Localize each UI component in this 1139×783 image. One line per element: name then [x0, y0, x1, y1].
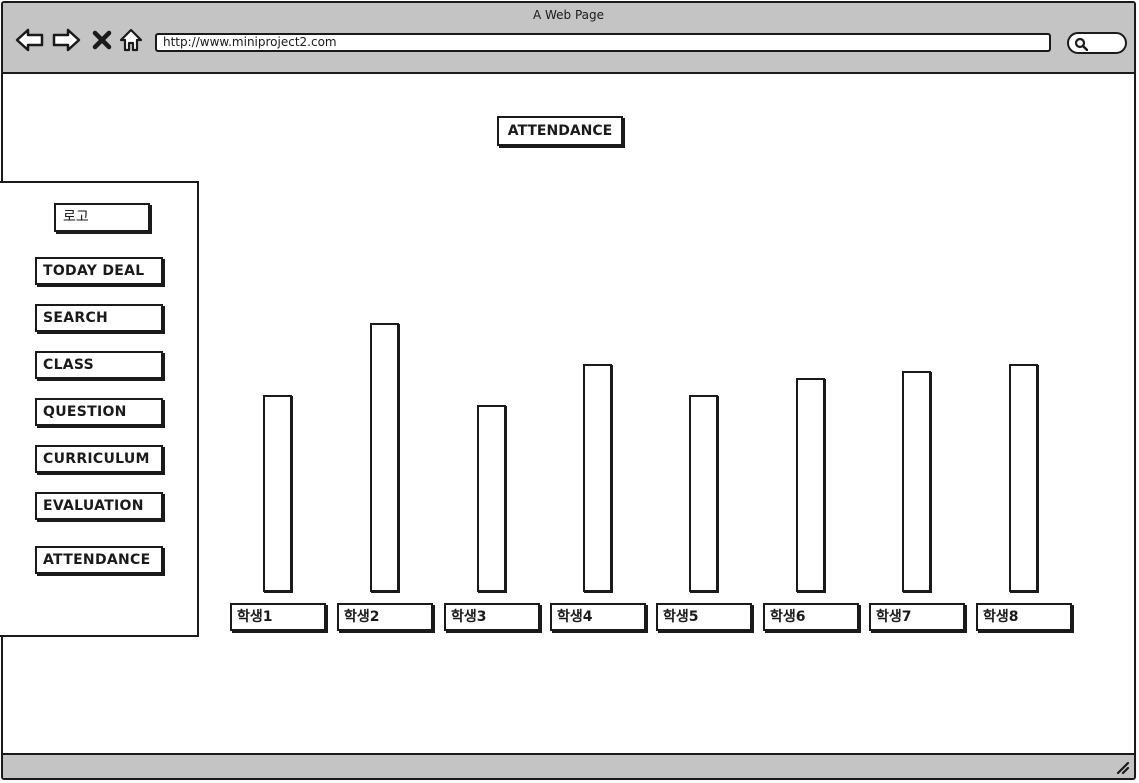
bar-3 [477, 405, 506, 592]
bar-1 [263, 395, 292, 592]
bar-label-1: 학생1 [230, 603, 326, 631]
sidebar-item-curriculum[interactable]: CURRICULUM [35, 445, 163, 473]
back-arrow-icon[interactable] [15, 25, 45, 55]
bar-8 [1009, 364, 1038, 592]
bar-label-2: 학생2 [337, 603, 433, 631]
bar-label-8: 학생8 [976, 603, 1072, 631]
bar-2 [370, 323, 399, 592]
bar-7 [902, 371, 931, 592]
logo: 로고 [54, 203, 150, 232]
window-title: A Web Page [532, 8, 605, 22]
page-title: ATTENDANCE [497, 116, 623, 146]
close-icon[interactable] [87, 25, 117, 55]
sidebar-item-question[interactable]: QUESTION [35, 398, 163, 426]
bar-label-3: 학생3 [444, 603, 540, 631]
home-icon[interactable] [116, 25, 146, 55]
sidebar-item-evaluation[interactable]: EVALUATION [35, 492, 163, 520]
bar-label-5: 학생5 [656, 603, 752, 631]
bar-4 [583, 364, 612, 592]
bar-label-6: 학생6 [763, 603, 859, 631]
forward-arrow-icon[interactable] [51, 25, 81, 55]
browser-statusbar [3, 753, 1134, 778]
bar-label-4: 학생4 [550, 603, 646, 631]
sidebar-item-today-deal[interactable]: TODAY DEAL [35, 257, 163, 285]
bar-6 [796, 378, 825, 592]
resize-handle-icon[interactable] [1114, 759, 1130, 775]
browser-titlebar: A Web Page http://www.miniproject2.com [3, 3, 1134, 74]
sidebar-item-class[interactable]: CLASS [35, 351, 163, 379]
address-bar-input[interactable]: http://www.miniproject2.com [155, 33, 1051, 52]
sidebar-item-attendance[interactable]: ATTENDANCE [35, 546, 163, 574]
search-icon [1074, 37, 1088, 51]
browser-search-input[interactable] [1067, 32, 1127, 54]
sidebar-item-search[interactable]: SEARCH [35, 304, 163, 332]
bar-label-7: 학생7 [869, 603, 965, 631]
bar-5 [689, 395, 718, 592]
